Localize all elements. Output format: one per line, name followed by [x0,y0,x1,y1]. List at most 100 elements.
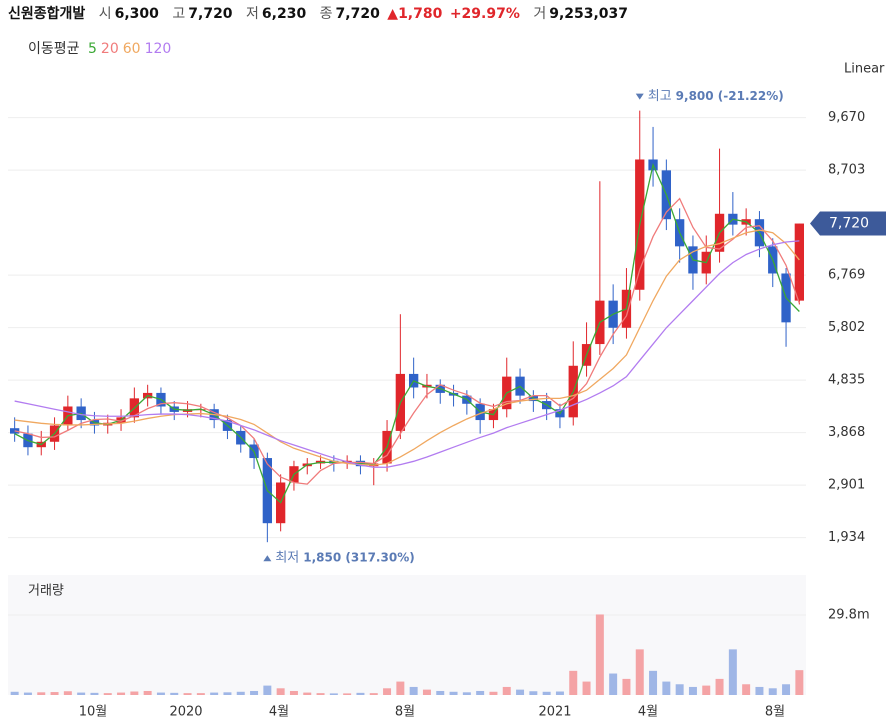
volume-bar [755,686,764,695]
volume-bar [103,693,112,695]
volume-bar [196,693,205,695]
label: 시 [98,6,112,22]
volume-bar [768,688,777,695]
x-tick-label: 10월 [79,705,108,720]
volume-bar [582,681,591,695]
volume-bar [143,690,152,695]
ma-line [14,162,800,504]
volume-bar [396,681,405,695]
ma-line [14,197,800,485]
volume-bar [715,678,724,695]
volume-bar [675,684,684,695]
y-tick-label: 3,868 [828,425,865,440]
ma-item: 5 [87,41,97,57]
y-tick-label: 4,835 [828,373,865,388]
value: 7,720 [335,6,380,22]
volume-bar [449,691,458,695]
change: ▲1,780 [387,6,443,22]
volume-bar [223,692,232,695]
volume-bar [595,614,604,695]
volume-bar [649,670,658,695]
volume-bar [422,689,431,695]
label: 거 [533,6,547,22]
x-tick-label: 2020 [169,705,202,720]
volume-bar [37,692,46,695]
annotation-label: 최저 [275,551,299,566]
volume-bar [688,686,697,695]
volume-bar [622,678,631,695]
y-tick-label: 6,769 [828,268,865,283]
volume-bar [555,691,564,695]
volume-bar [782,684,791,695]
volume-bar [476,690,485,695]
y-tick-label: 29.8m [828,608,870,623]
volume-bar [409,686,418,695]
y-tick-label: 1,934 [828,530,865,545]
label: 고 [172,6,186,22]
annotation-label: 최고 [648,89,672,104]
annotation-text: 1,850 (317.30%) [303,551,414,565]
volume-bar [130,691,139,695]
ma-item: 20 [100,41,119,57]
volume-bar [183,693,192,695]
y-tick-label: 2,901 [828,478,865,493]
volume-bar [90,692,99,695]
last-price-box [810,211,886,236]
candle-body [794,223,805,301]
volume-bar [529,691,538,695]
ma-line [14,229,800,466]
volume-bar [303,692,312,695]
volume-title: 거래량 [28,584,64,599]
volume-bar [63,691,72,695]
volume-bar [462,692,471,695]
annotation-text: 9,800 (-21.22%) [676,89,784,103]
volume-bar [250,690,259,695]
stock-name: 신원종합개발 [8,6,86,22]
volume-bar [436,690,445,695]
volume-bar [77,692,86,695]
value: 6,230 [261,6,307,22]
volume-bar [10,691,19,695]
volume-bar [50,692,59,695]
y-tick-label: 9,670 [828,110,865,125]
value: 7,720 [188,6,233,22]
volume-bar [662,681,671,695]
volume-bar [263,685,272,695]
y-tick-label: 5,802 [828,320,865,335]
label: 저 [246,6,259,22]
volume-bar [795,670,804,695]
annotation-marker [635,93,644,100]
volume-bar [635,649,644,695]
y-tick-label: 8,703 [828,163,865,178]
volume-bar [542,691,551,695]
ma-title: 이동평균 [28,41,80,57]
ma-line [14,240,800,468]
ma-items: 5 20 60 120 [88,41,175,57]
volume-bar [210,692,219,695]
x-tick-label: 8월 [765,705,785,720]
volume-bar [23,692,32,695]
volume-bar [742,684,751,695]
ma-item: 120 [144,41,172,57]
x-tick-label: 4월 [638,705,658,720]
value: 6,300 [114,6,159,22]
volume-bar [702,685,711,695]
volume-bar [329,693,338,695]
x-tick-label: 8월 [395,705,415,720]
volume-bar [236,691,245,695]
volume-panel [8,575,806,695]
value: 9,253,037 [549,6,629,22]
volume-bar [369,693,378,695]
volume-bar [356,692,365,695]
last-price-label: 7,720 [829,216,869,232]
volume-bar [516,689,525,695]
volume-bar [117,692,126,695]
volume-bar [569,670,578,695]
volume-bar [276,688,285,695]
x-tick-label: 2021 [538,705,571,720]
volume-bar [170,692,179,695]
volume-bar [156,692,165,695]
volume-bar [383,688,392,695]
